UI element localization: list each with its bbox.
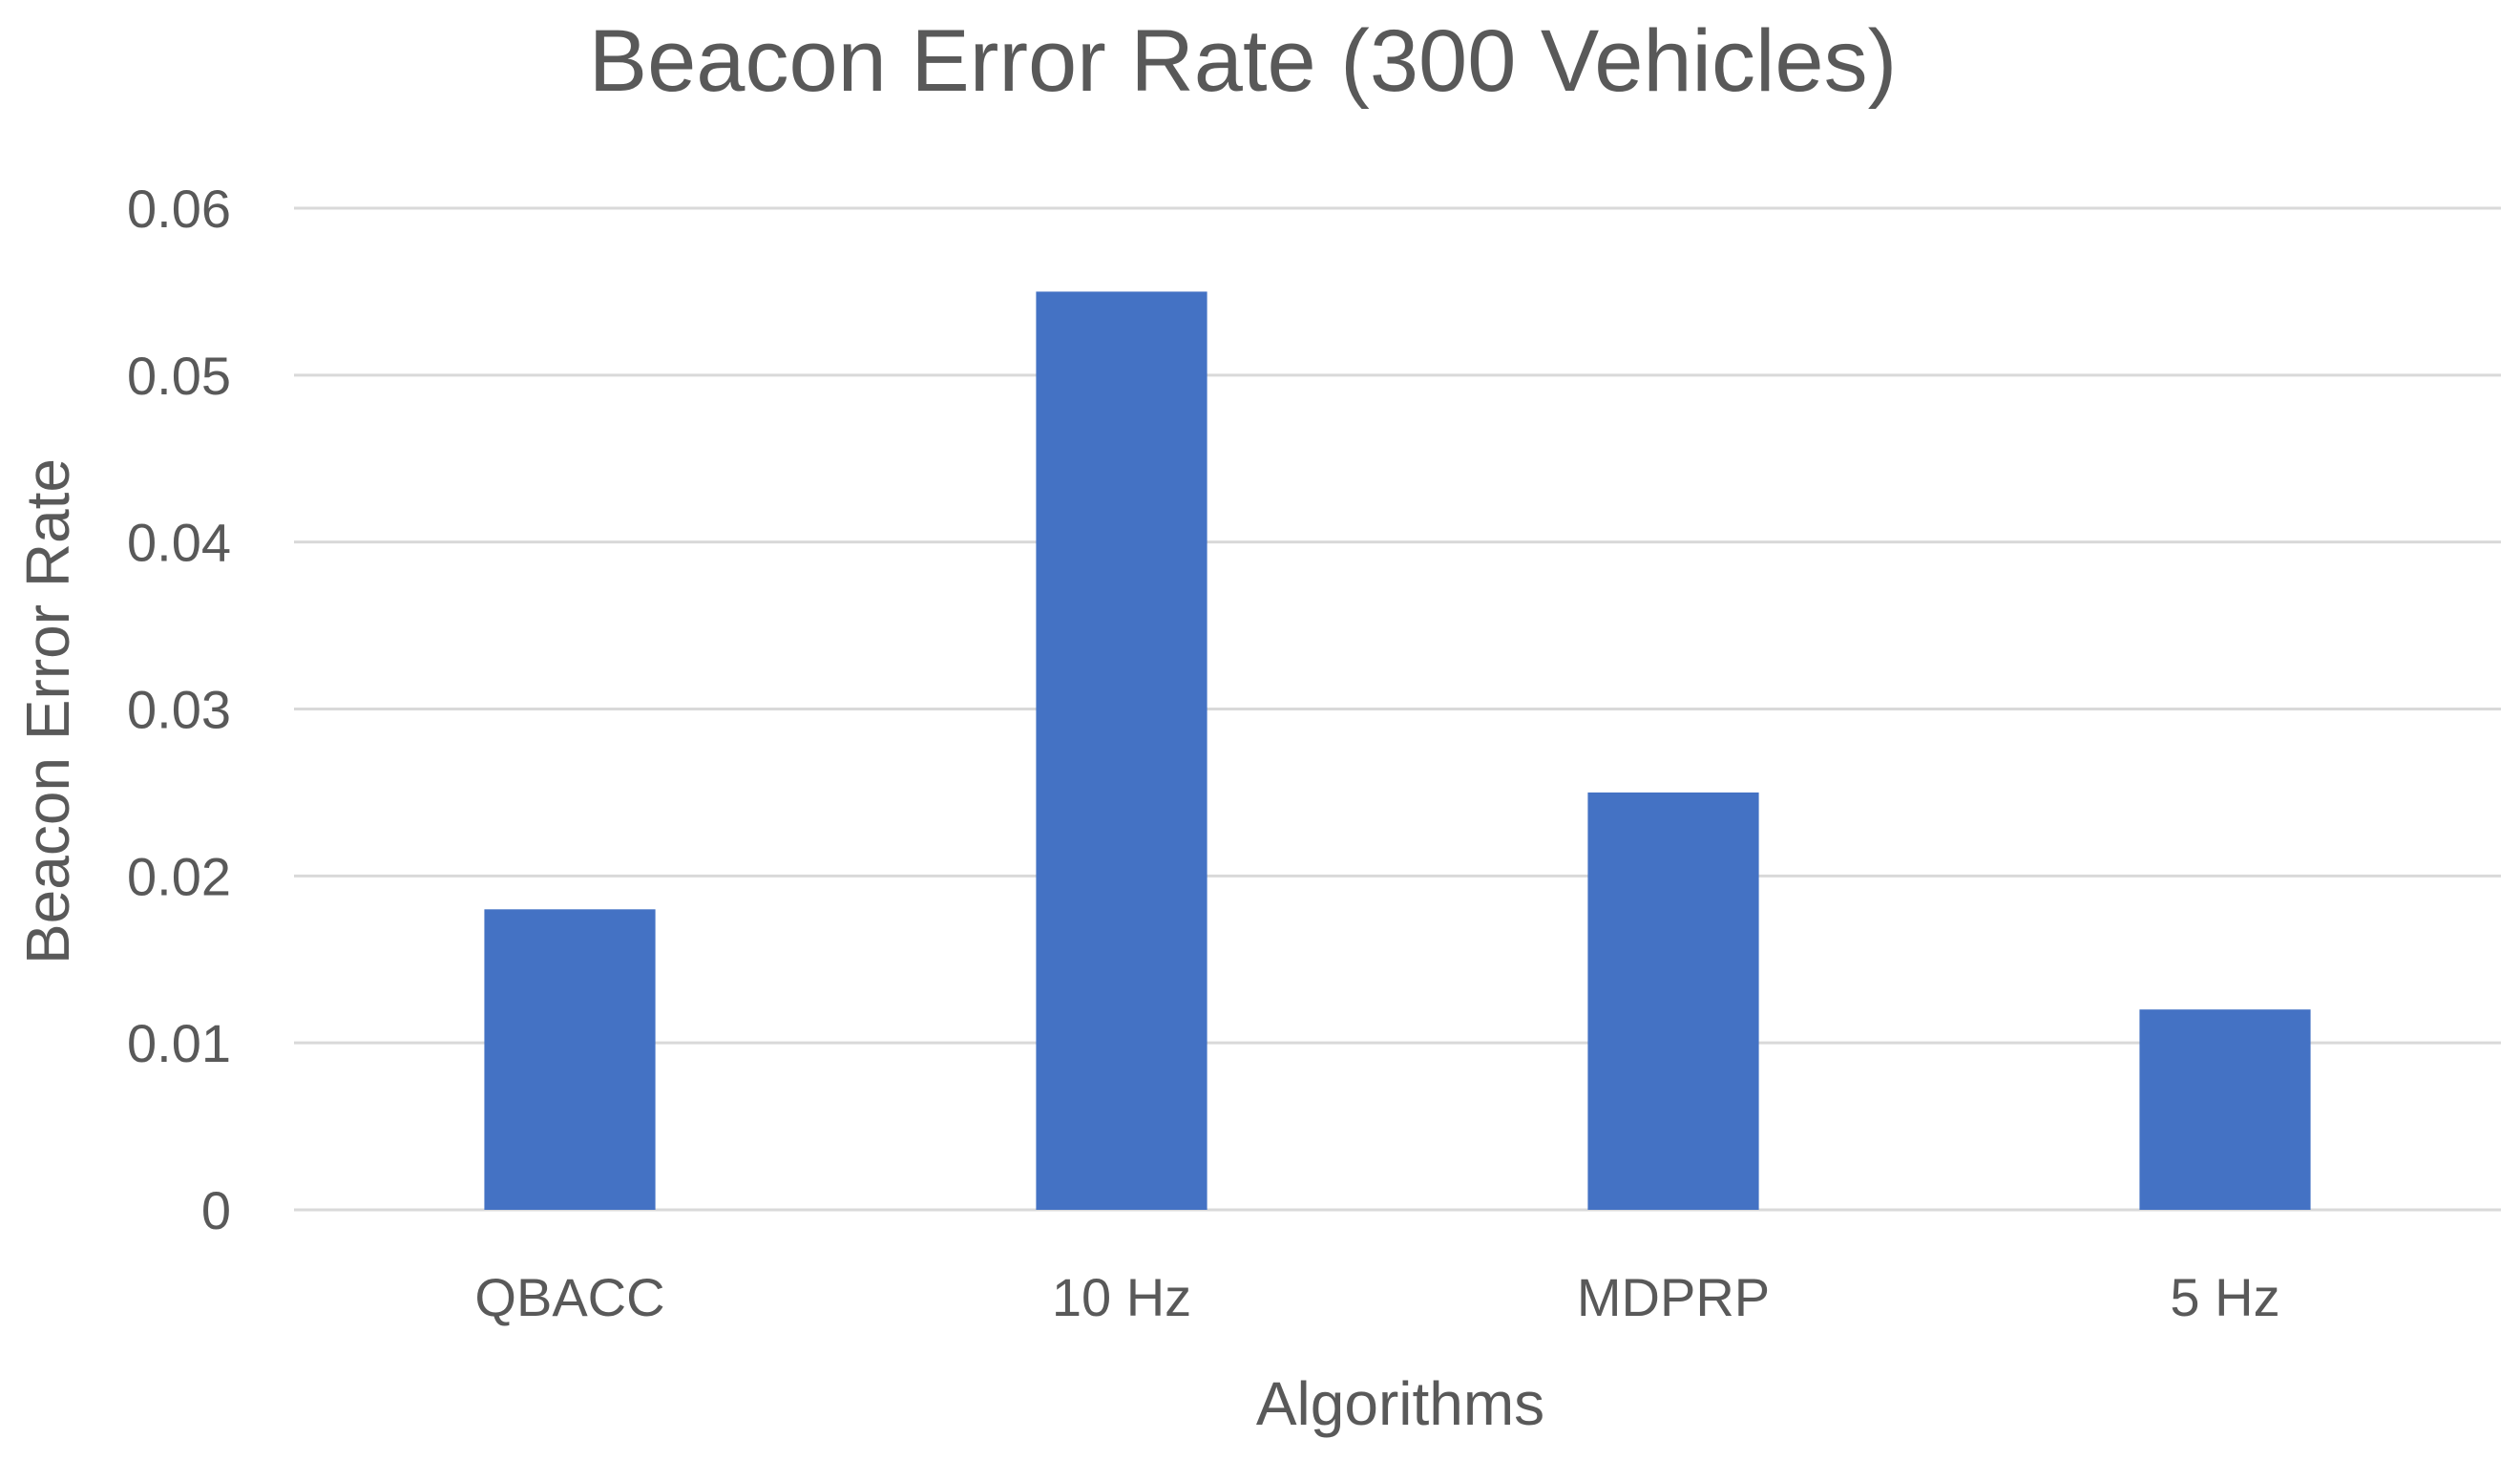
bar-5-hz	[2139, 1009, 2311, 1210]
y-tick-label: 0	[201, 1180, 231, 1240]
x-tick-label: 5 Hz	[2170, 1267, 2279, 1327]
y-tick-label: 0.06	[127, 179, 231, 239]
y-tick-label: 0.04	[127, 513, 231, 573]
x-tick-label: QBACC	[474, 1267, 664, 1327]
y-tick-label: 0.05	[127, 346, 231, 406]
y-tick-label: 0.02	[127, 846, 231, 906]
chart-title: Beacon Error Rate (300 Vehicles)	[589, 12, 1897, 110]
x-axis-label: Algorithms	[1256, 1369, 1544, 1438]
y-tick-label: 0.01	[127, 1013, 231, 1073]
y-axis-ticks: 0 0.01 0.02 0.03 0.04 0.05 0.06	[127, 179, 231, 1240]
bars	[484, 291, 2311, 1211]
x-tick-label: 10 Hz	[1052, 1267, 1191, 1327]
bar-mdprp	[1587, 792, 1759, 1210]
y-axis-label: Beacon Error Rate	[13, 458, 82, 964]
y-tick-label: 0.03	[127, 680, 231, 740]
bar-qbacc	[484, 909, 656, 1210]
x-tick-label: MDPRP	[1577, 1267, 1770, 1327]
bar-10-hz	[1036, 291, 1208, 1211]
gridlines	[294, 206, 2501, 1212]
x-axis-ticks: QBACC 10 Hz MDPRP 5 Hz	[474, 1267, 2279, 1327]
